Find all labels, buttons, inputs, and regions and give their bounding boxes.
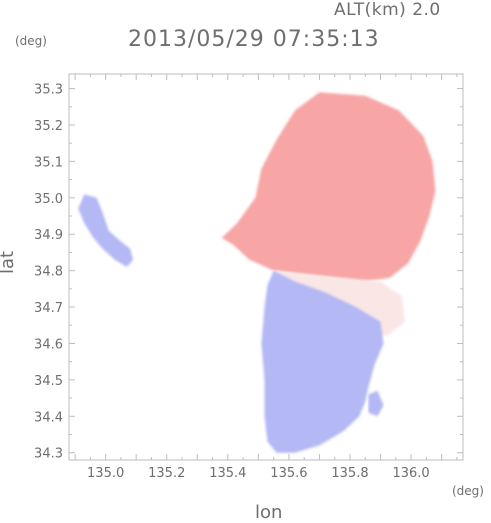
y-tick-label: 35.1 xyxy=(34,155,63,170)
y-tick-label: 34.3 xyxy=(34,447,63,462)
y-tick-label: 34.4 xyxy=(34,410,63,425)
altitude-label: ALT(km) 2.0 xyxy=(334,0,441,20)
axis-ticks xyxy=(69,74,463,460)
y-tick-label: 35.0 xyxy=(34,192,63,207)
x-tick-label: 135.4 xyxy=(209,466,246,481)
y-axis-unit: (deg) xyxy=(15,34,47,48)
y-tick-label: 34.7 xyxy=(34,301,63,316)
x-axis-label: lon xyxy=(255,502,283,523)
y-tick-label: 34.8 xyxy=(34,265,63,280)
x-tick-label: 136.0 xyxy=(392,466,429,481)
y-tick-label: 35.2 xyxy=(34,119,63,134)
timestamp-label: 2013/05/29 07:35:13 xyxy=(128,27,380,52)
approaching-echo xyxy=(261,270,384,453)
y-tick-label: 35.3 xyxy=(34,83,63,98)
x-tick-label: 135.6 xyxy=(270,466,307,481)
x-tick-label: 135.0 xyxy=(87,466,124,481)
axis-tick-labels: 135.0 135.2 135.4 135.6 135.8 136.0 34.3 34.4 34… xyxy=(34,83,430,481)
y-tick-label: 34.9 xyxy=(34,228,63,243)
x-tick-label: 135.8 xyxy=(331,466,368,481)
eastern-approaching-cell xyxy=(368,390,384,417)
y-tick-label: 34.6 xyxy=(34,337,63,352)
x-tick-label: 135.2 xyxy=(148,466,185,481)
echo-regions xyxy=(78,92,436,453)
x-axis-unit: (deg) xyxy=(452,484,484,498)
y-tick-label: 34.5 xyxy=(34,374,63,389)
isolated-approaching-echo xyxy=(78,194,134,267)
plot-frame xyxy=(68,73,464,461)
receding-echo xyxy=(221,92,436,282)
